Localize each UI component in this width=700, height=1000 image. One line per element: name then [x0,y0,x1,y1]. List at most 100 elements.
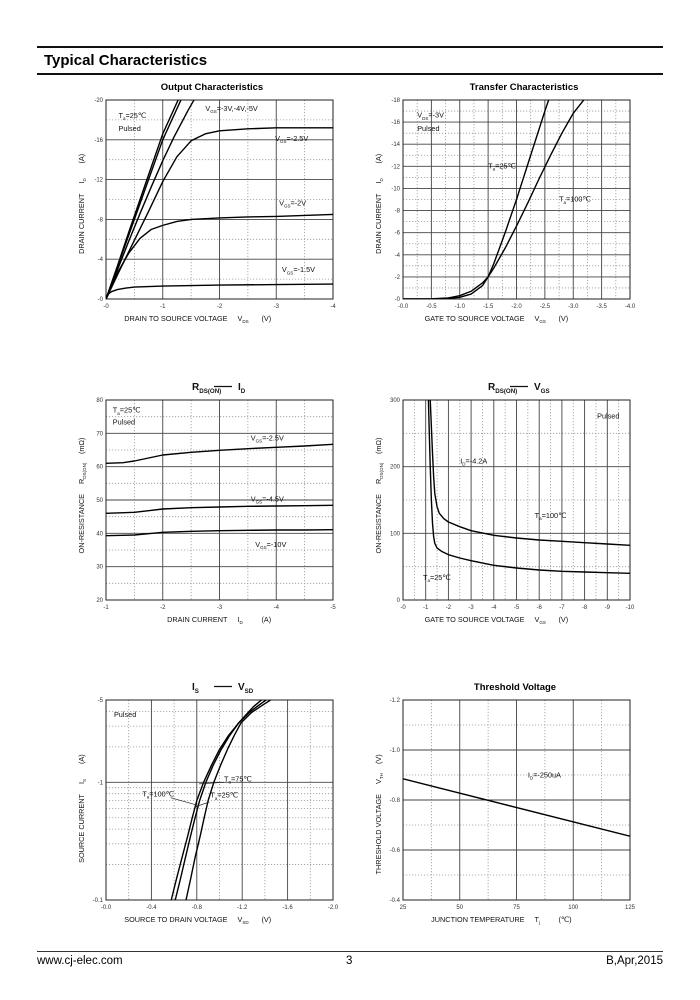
annotation-label: Ta=25℃ [113,406,141,416]
y-tick-label: 60 [96,465,103,471]
y-tick-label: 0 [397,598,401,604]
y-tick-label: -1.0 [390,748,401,754]
annotation-label: ID=-4.2A [460,456,487,466]
y-tick-label: 40 [96,531,103,537]
annotation-label: Pulsed [597,412,619,421]
footer-page-number: 3 [346,955,353,967]
x-axis-unit: (V) [559,615,569,624]
y-axis-title: DRAIN CURRENT [374,193,383,254]
x-tick-label: -0.5 [426,304,437,310]
x-axis-unit: (℃) [559,915,572,924]
y-tick-label: 70 [96,431,103,437]
x-tick-label: -4 [274,605,280,611]
header-rule [37,73,663,75]
y-tick-label: -8 [395,209,401,215]
annotation-label: Pulsed [417,124,439,133]
y-tick-label: 30 [96,565,103,571]
y-tick-label: -5 [98,698,104,704]
y-tick-label: -20 [94,98,103,104]
chart-is-vsd: IS VSD -0.0 -0.4 -0.8 -1.2 -1.6 -2.0 -0.1 -1 -5 SOU… [77,682,339,925]
annotation-label: Ta=100℃ [142,789,174,799]
y-axis-unit: (A) [77,154,86,164]
top-rule [37,46,663,48]
annotation-label: VGS=-3V,-4V,-5V [205,104,258,114]
annotation-label: VGS=-1.5V [282,265,315,275]
series-line-id--250ua [403,778,630,837]
y-tick-label: -0.4 [390,898,401,904]
chart-title-right: VGS [534,382,550,395]
annotation-label: VDS=-3V [417,111,444,121]
y-tick-label: 200 [390,465,401,471]
y-axis-unit: (A) [374,154,383,164]
annotation-label: ID=-250uA [528,771,561,781]
x-tick-label: -0.0 [101,905,112,911]
y-axis-symbol: ID [77,177,87,183]
y-axis-title: DRAIN CURRENT [77,193,86,254]
y-tick-label: -0.6 [390,848,401,854]
y-tick-label: -1.2 [390,698,401,704]
y-tick-label: -14 [391,142,400,148]
annotation-label: Pulsed [114,710,136,719]
annotation-leader [199,781,225,785]
y-axis-title: THRESHOLD VOLTAGE [374,794,383,875]
series-line-ta-25- [185,700,271,900]
chart-title-left: RDS(ON) [488,382,517,395]
y-axis-symbol: RDS(ON) [77,462,87,484]
chart-title: Output Characteristics [161,82,263,93]
x-tick-label: -1 [103,605,109,611]
plot-frame [402,399,631,601]
x-axis-unit: (V) [262,915,272,924]
series-line-ta-75- [174,700,267,900]
x-tick-label: -1.5 [483,304,494,310]
series-line-ta-100- [403,100,585,299]
y-tick-label: -0.8 [390,798,401,804]
x-axis-title: JUNCTION TEMPERATURE [431,915,525,924]
chart-title-left: RDS(ON) [192,382,221,395]
x-tick-label: -2.5 [540,304,551,310]
x-axis-title: SOURCE TO DRAIN VOLTAGE [124,915,227,924]
chart-title: IS VSD [192,682,254,695]
y-tick-label: -10 [391,186,400,192]
footer-revision: B,Apr,2015 [606,955,663,967]
y-axis-unit: (A) [77,754,86,764]
x-axis-label: JUNCTION TEMPERATURE Tj (℃) [431,915,571,925]
y-axis-label: THRESHOLD VOLTAGE VTH (V) [374,754,384,874]
y-axis-symbol: IS [77,779,87,784]
series-line-vgs--3v [106,100,195,299]
x-tick-label: -0.8 [192,905,203,911]
y-tick-label: -18 [391,98,400,104]
y-tick-label: -12 [391,164,400,170]
annotation-leader [170,797,197,806]
chart-title-right: ID [238,382,246,395]
y-axis-label: ON-RESISTANCE RDS(ON) (mΩ) [374,438,384,554]
series-line-ta-25- [403,100,550,299]
annotation-label: Ta=25℃ [118,111,146,121]
x-axis-unit: (A) [262,615,272,624]
x-axis-label: GATE TO SOURCE VOLTAGE VGS (V) [425,314,569,324]
series-line-vgs--2v [106,213,333,299]
y-axis-unit: (mΩ) [77,438,86,454]
y-axis-title: ON-RESISTANCE [77,494,86,554]
x-axis-unit: (V) [559,314,569,323]
chart-output: Output Characteristics -0 -1 -2 -3 -4 -0 -4 -8 -1… [77,82,336,324]
y-axis-label: ON-RESISTANCE RDS(ON) (mΩ) [77,438,87,554]
footer-url[interactable]: www.cj-elec.com [37,955,123,967]
footer-rule [37,951,663,952]
x-tick-label: -0 [400,605,406,611]
chart-title: Transfer Characteristics [470,82,579,93]
x-tick-label: -3 [274,304,280,310]
x-axis-title: DRAIN CURRENT [167,615,228,624]
y-tick-label: -16 [391,120,400,126]
chart-title: RDS(ON) ID [192,382,246,395]
annotation-label: Ta=100℃ [559,195,591,205]
x-axis-symbol: VGS [535,314,546,324]
annotation-label: Ta=100℃ [535,511,567,521]
y-tick-label: 20 [96,598,103,604]
annotation-label: VGS=-2.5V [251,433,284,443]
y-axis-title: SOURCE CURRENT [77,793,86,862]
series-line-vgs--4.5v [106,504,333,515]
y-axis-symbol: ID [374,177,384,183]
x-axis-label: DRAIN CURRENT ID (A) [167,615,271,625]
plot-frame [402,699,631,901]
x-tick-label: 100 [568,905,579,911]
